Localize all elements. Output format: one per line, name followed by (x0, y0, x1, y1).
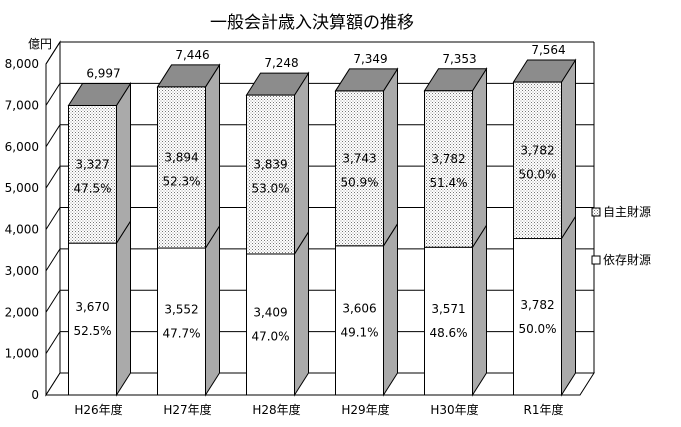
own-revenue-percent-label: 47.5% (73, 181, 111, 195)
y-tick-label: 5,000 (5, 181, 39, 195)
dependent-revenue-percent-label: 47.0% (251, 329, 289, 343)
legend: 自主財源 依存財源 (591, 204, 651, 267)
y-tick-label: 8,000 (5, 57, 39, 71)
bar-dependent-revenue (68, 242, 117, 396)
bar-dependent-revenue (513, 238, 562, 396)
gridline (45, 41, 594, 65)
bar-side-own (383, 67, 398, 248)
bar-own-revenue (513, 81, 562, 240)
y-tick-label: 3,000 (5, 264, 39, 278)
dependent-revenue-percent-label: 52.5% (73, 324, 111, 338)
bar-dependent-revenue (424, 246, 473, 396)
dependent-revenue-value-label: 3,571 (431, 302, 465, 316)
x-tick-label: H28年度 (252, 402, 300, 417)
dependent-revenue-percent-label: 49.1% (340, 325, 378, 339)
own-revenue-value-label: 3,782 (520, 143, 554, 157)
legend-label-own-revenue: 自主財源 (603, 204, 651, 219)
bar-group: 3,743 50.9% 3,606 49.1% 7,349 (334, 52, 399, 397)
bar-side-own (472, 67, 487, 249)
bars: 3,327 47.5% 3,670 52.5% 6,997 3,894 52.3% 3,552… (67, 43, 577, 397)
bar-side-dependent (472, 223, 487, 397)
y-tick-label: 6,000 (5, 140, 39, 154)
gridline (45, 207, 594, 230)
own-revenue-percent-label: 53.0% (251, 182, 289, 196)
y-tick-label: 4,000 (5, 223, 39, 237)
dependent-revenue-value-label: 3,782 (520, 298, 554, 312)
own-revenue-percent-label: 50.0% (518, 167, 556, 181)
own-revenue-value-label: 3,839 (253, 158, 287, 172)
bar-side-dependent (294, 230, 309, 397)
y-tick-label: 2,000 (5, 305, 39, 319)
legend-swatch-dependent-revenue (591, 255, 601, 265)
bar-side-own (116, 81, 131, 245)
y-tick-label: 1,000 (5, 347, 39, 361)
total-label: 7,353 (442, 52, 476, 66)
x-tick-label: H26年度 (74, 402, 122, 417)
own-revenue-value-label: 3,894 (164, 150, 198, 164)
dependent-revenue-percent-label: 50.0% (518, 322, 556, 336)
bar-side-own (561, 58, 576, 241)
x-tick-label: H27年度 (163, 402, 211, 417)
bar-side-own (205, 63, 220, 250)
dependent-revenue-percent-label: 48.6% (429, 326, 467, 340)
bar-group: 3,782 50.0% 3,782 50.0% 7,564 (512, 43, 577, 397)
gridline (45, 331, 594, 354)
bar-group: 3,327 47.5% 3,670 52.5% 6,997 (67, 66, 132, 397)
dependent-revenue-value-label: 3,552 (164, 303, 198, 317)
chart-title: 一般会計歳入決算額の推移 (210, 13, 414, 33)
gridline (45, 165, 594, 189)
total-label: 7,349 (353, 52, 387, 66)
bar-side-dependent (205, 224, 220, 397)
bar-group: 3,782 51.4% 3,571 48.6% 7,353 (423, 52, 488, 397)
own-revenue-percent-label: 52.3% (162, 174, 200, 188)
own-revenue-value-label: 3,327 (75, 157, 109, 171)
bar-own-revenue (68, 104, 117, 244)
own-revenue-value-label: 3,743 (342, 151, 376, 165)
bar-dependent-revenue (157, 247, 206, 396)
x-tick-label: R1年度 (524, 402, 564, 417)
y-tick-label: 7,000 (5, 98, 39, 112)
y-tick-label: 0 (31, 388, 39, 402)
bar-side-dependent (383, 222, 398, 397)
legend-label-dependent-revenue: 依存財源 (603, 252, 651, 267)
total-label: 7,248 (264, 56, 298, 70)
dependent-revenue-percent-label: 47.7% (162, 327, 200, 341)
own-revenue-percent-label: 51.4% (429, 176, 467, 190)
total-label: 7,446 (175, 48, 209, 62)
total-label: 7,564 (531, 43, 565, 57)
bar-dependent-revenue (335, 245, 384, 396)
gridline (45, 124, 594, 148)
gridline (45, 289, 594, 313)
y-axis-ticks: 0 1,000 2,000 3,000 4,000 5,000 6,000 7,000 8,00… (5, 57, 39, 402)
own-revenue-percent-label: 50.9% (340, 175, 378, 189)
dependent-revenue-value-label: 3,670 (75, 300, 109, 314)
dependent-revenue-value-label: 3,606 (342, 301, 376, 315)
bar-dependent-revenue (246, 253, 295, 396)
bar-own-revenue (157, 86, 206, 249)
dependent-revenue-value-label: 3,409 (253, 305, 287, 319)
gridline (45, 248, 594, 272)
bar-side-dependent (561, 214, 576, 397)
x-tick-label: H30年度 (430, 402, 478, 417)
bar-own-revenue (246, 94, 295, 255)
bar-group: 3,894 52.3% 3,552 47.7% 7,446 (156, 48, 221, 397)
gridline (45, 82, 594, 106)
total-label: 6,997 (86, 66, 120, 80)
x-axis-ticks: H26年度 H27年度 H28年度 H29年度 H30年度 R1年度 (74, 402, 563, 417)
y-axis-unit: 億円 (28, 37, 52, 51)
x-tick-label: H29年度 (341, 402, 389, 417)
bar-side-dependent (116, 219, 131, 397)
own-revenue-value-label: 3,782 (431, 152, 465, 166)
bar-own-revenue (424, 90, 473, 248)
bar-group: 3,839 53.0% 3,409 47.0% 7,248 (245, 56, 310, 397)
bar-side-own (294, 71, 309, 256)
bar-own-revenue (335, 90, 384, 247)
legend-swatch-own-revenue (591, 207, 601, 217)
